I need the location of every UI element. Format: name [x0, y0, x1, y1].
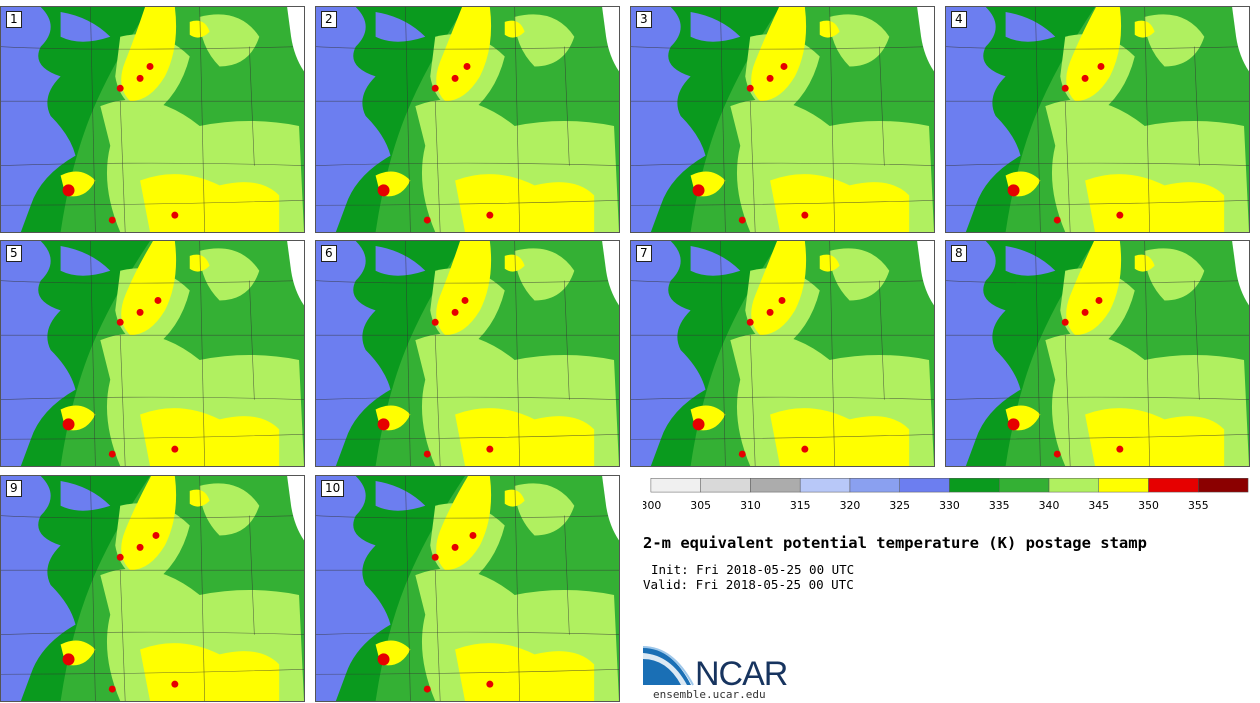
colorbar-tick-label: 350: [1138, 499, 1159, 512]
panel-label: 1: [6, 11, 22, 28]
panel-label: 8: [951, 245, 967, 262]
colorbar-tick-label: 300: [643, 499, 661, 512]
colorbar-swatch: [1198, 478, 1249, 493]
panel-label: 2: [321, 11, 337, 28]
colorbar-swatch: [899, 478, 950, 493]
panel-label: 4: [951, 11, 967, 28]
panel-label: 3: [636, 11, 652, 28]
colorbar-tick-label: 315: [790, 499, 811, 512]
ncar-logo: NCAR: [643, 646, 788, 689]
member-panel-1: 1: [0, 6, 305, 233]
map-field: [316, 7, 619, 232]
colorbar-tick-label: 345: [1088, 499, 1109, 512]
member-panel-4: 4: [945, 6, 1250, 233]
map-field: [1, 241, 304, 466]
member-panel-10: 10: [315, 475, 620, 702]
colorbar-swatch: [849, 478, 900, 493]
member-panel-9: 9: [0, 475, 305, 702]
member-panel-5: 5: [0, 240, 305, 467]
figure-title: 2-m equivalent potential temperature (K)…: [643, 534, 1147, 552]
panel-label: 6: [321, 245, 337, 262]
map-field: [316, 241, 619, 466]
colorbar-tick-label: 305: [690, 499, 711, 512]
map-field: [1, 7, 304, 232]
colorbar-swatch: [650, 478, 701, 493]
member-panel-7: 7: [630, 240, 935, 467]
map-field: [316, 476, 619, 701]
member-panel-2: 2: [315, 6, 620, 233]
colorbar-tick-label: 340: [1039, 499, 1060, 512]
member-panel-6: 6: [315, 240, 620, 467]
valid-time: Valid: Fri 2018-05-25 00 UTC: [643, 577, 854, 592]
map-field: [1, 476, 304, 701]
map-field: [946, 7, 1249, 232]
colorbar-swatch: [1148, 478, 1199, 493]
colorbar-tick-label: 330: [939, 499, 960, 512]
colorbar-swatch: [1048, 478, 1100, 493]
colorbar: 300 305 310 315 320 325 330 335 340 345 350 355: [643, 478, 1249, 512]
colorbar-swatch: [949, 478, 1000, 493]
init-time: Init: Fri 2018-05-25 00 UTC: [651, 562, 855, 577]
colorbar-swatch: [998, 478, 1050, 493]
member-panel-3: 3: [630, 6, 935, 233]
panel-label: 10: [321, 480, 345, 497]
panel-label: 7: [636, 245, 652, 262]
colorbar-tick-label: 355: [1188, 499, 1209, 512]
colorbar-tick-label: 335: [989, 499, 1010, 512]
colorbar-swatch: [750, 478, 801, 493]
colorbar-swatch: [1098, 478, 1149, 493]
colorbar-swatch: [799, 478, 851, 493]
colorbar-tick-label: 320: [840, 499, 861, 512]
panel-label: 9: [6, 480, 22, 497]
colorbar-swatch: [700, 478, 751, 493]
map-field: [631, 7, 934, 232]
site-url: ensemble.ucar.edu: [653, 688, 766, 701]
member-panel-8: 8: [945, 240, 1250, 467]
map-field: [631, 241, 934, 466]
colorbar-tick-label: 325: [889, 499, 910, 512]
map-field: [946, 241, 1249, 466]
panel-label: 5: [6, 245, 22, 262]
ncar-logo-text: NCAR: [695, 655, 787, 689]
colorbar-tick-label: 310: [740, 499, 761, 512]
